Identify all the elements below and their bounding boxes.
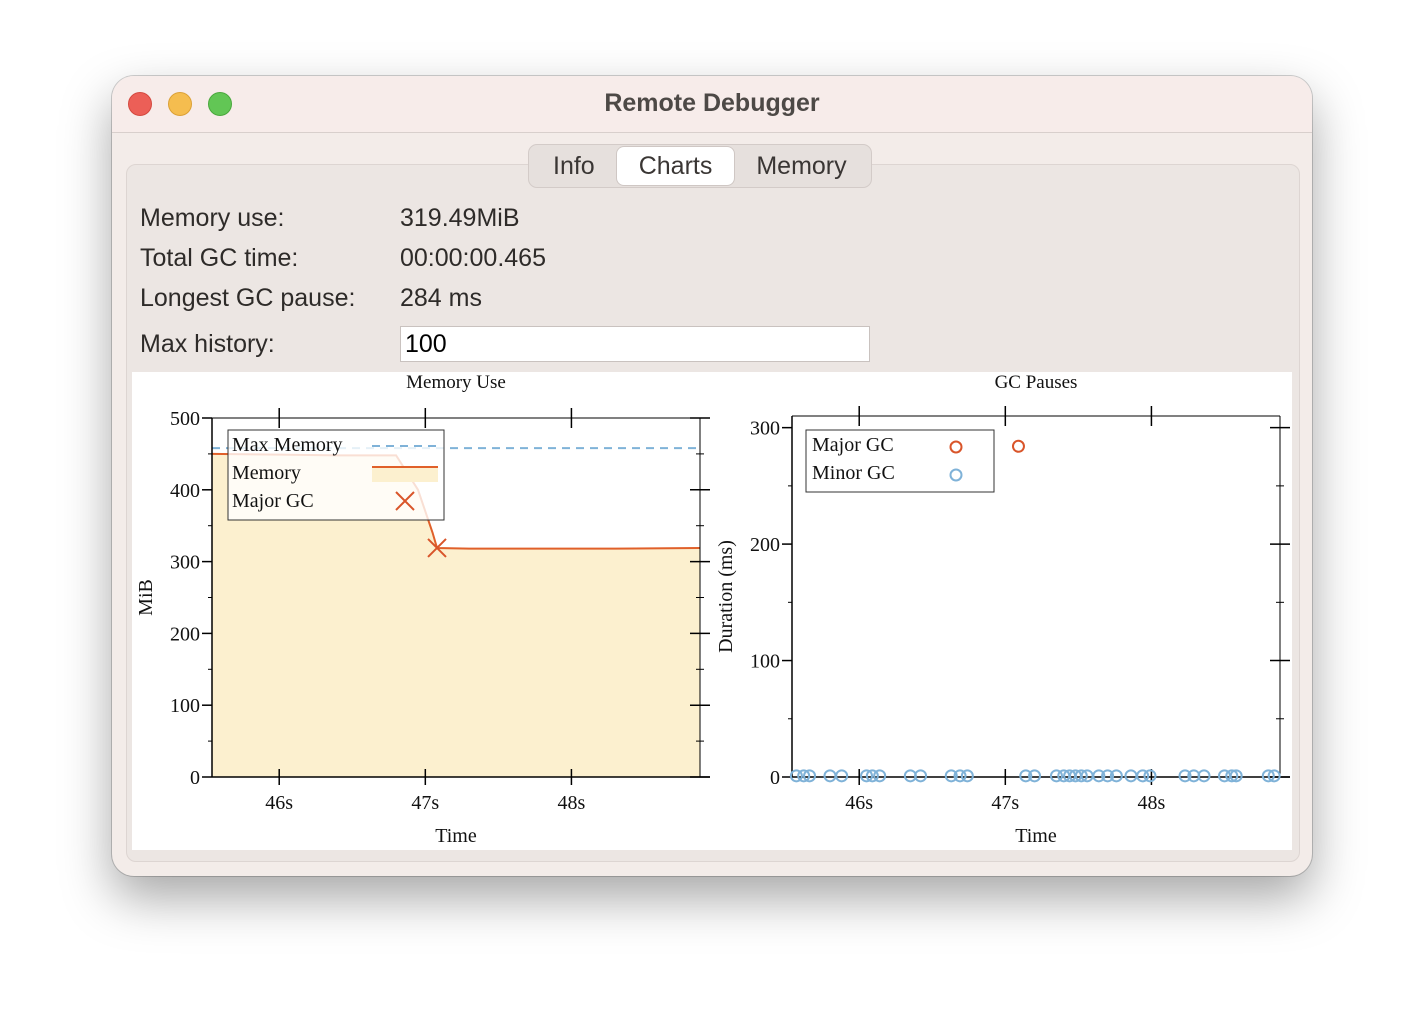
minor-gc-point [1143, 769, 1157, 783]
window-title: Remote Debugger [604, 89, 820, 117]
legend-label: Major GC [232, 490, 314, 512]
legend-label: Max Memory [232, 434, 343, 456]
minor-gc-point [1178, 769, 1192, 783]
legend-box [805, 429, 995, 493]
legend-label: Minor GC [812, 462, 895, 484]
minor-gc-point [1109, 769, 1123, 783]
minor-gc-point [1092, 769, 1106, 783]
gc-time-value: 00:00:00.465 [400, 244, 546, 272]
minor-gc-point [873, 769, 887, 783]
x-tick-label: 47s [991, 792, 1019, 814]
max-history-label: Max history: [140, 330, 275, 358]
gc-time-label: Total GC time: [140, 244, 299, 272]
y-tick-label: 0 [190, 767, 200, 789]
y-axis-label: MiB [135, 579, 157, 616]
minor-gc-point [960, 769, 974, 783]
minor-gc-point [1225, 769, 1239, 783]
y-axis-label: Duration (ms) [715, 540, 737, 653]
minimize-window-button[interactable] [168, 92, 192, 116]
minor-gc-point [1049, 769, 1063, 783]
tab-info[interactable]: Info [553, 152, 595, 180]
zoom-window-button[interactable] [208, 92, 232, 116]
tab-bar: Info Charts Memory [528, 144, 872, 188]
y-tick-label: 200 [170, 623, 200, 645]
minor-gc-point [835, 769, 849, 783]
gc-pause-label: Longest GC pause: [140, 284, 356, 312]
y-tick-label: 300 [170, 552, 200, 574]
x-tick-label: 48s [1138, 792, 1166, 814]
minor-gc-point [860, 769, 874, 783]
legend-major-gc-swatch [395, 491, 415, 511]
x-axis-label: Time [1015, 825, 1057, 847]
charts-area: Memory Use Time MiB 0 100 200 300 400 500 46s 47s 4… [132, 372, 1292, 850]
chart-title: GC Pauses [995, 372, 1078, 393]
minor-gc-point [823, 769, 837, 783]
tab-charts[interactable]: Charts [616, 147, 735, 185]
major-gc-point [1011, 439, 1025, 453]
minor-gc-point [803, 769, 817, 783]
x-tick-label: 46s [265, 792, 293, 814]
legend-minor-gc-swatch [949, 468, 963, 482]
minor-gc-point [1019, 769, 1033, 783]
y-tick-label: 300 [750, 418, 780, 440]
minor-gc-point [1136, 769, 1150, 783]
gc-pause-value: 284 ms [400, 284, 482, 312]
minor-gc-point [1074, 769, 1088, 783]
y-tick-label: 0 [770, 767, 780, 789]
memory-use-label: Memory use: [140, 204, 285, 232]
minor-gc-point [1261, 769, 1275, 783]
x-tick-label: 48s [558, 792, 586, 814]
max-history-input[interactable]: 100 [400, 326, 870, 362]
close-window-button[interactable] [128, 92, 152, 116]
minor-gc-point [789, 769, 803, 783]
legend-memory-fill-swatch [372, 466, 438, 482]
minor-gc-point [1197, 769, 1211, 783]
major-gc-marker [427, 538, 447, 558]
x-axis-label: Time [435, 825, 477, 847]
remote-debugger-window: Remote Debugger Info Charts Memory Memor… [112, 76, 1312, 876]
y-tick-label: 100 [750, 651, 780, 673]
title-bar: Remote Debugger [112, 76, 1312, 133]
y-tick-label: 400 [170, 480, 200, 502]
minor-gc-point [1028, 769, 1042, 783]
y-tick-label: 200 [750, 534, 780, 556]
minor-gc-point [914, 769, 928, 783]
minor-gc-point [797, 769, 811, 783]
minor-gc-point [953, 769, 967, 783]
x-tick-label: 47s [411, 792, 439, 814]
chart-title: Memory Use [406, 372, 506, 393]
gc-pauses-chart: GC Pauses Time Duration (ms) 0 100 200 300 46s 4… [715, 372, 1290, 847]
y-tick-label: 500 [170, 408, 200, 430]
memory-use-value: 319.49MiB [400, 204, 520, 232]
legend-label: Memory [232, 462, 301, 484]
minor-gc-point [1124, 769, 1138, 783]
tab-memory[interactable]: Memory [756, 152, 847, 180]
legend-major-gc-swatch [949, 440, 963, 454]
memory-use-chart: Memory Use Time MiB 0 100 200 300 400 500 46s 47s 4… [135, 372, 710, 847]
minor-gc-point [944, 769, 958, 783]
minor-gc-point [1101, 769, 1115, 783]
legend-label: Major GC [812, 434, 894, 456]
memory-area-fill [212, 453, 700, 777]
minor-gc-point [1267, 769, 1281, 783]
x-tick-label: 46s [845, 792, 873, 814]
minor-gc-point [865, 769, 879, 783]
y-tick-label: 100 [170, 695, 200, 717]
minor-gc-point [1229, 769, 1243, 783]
